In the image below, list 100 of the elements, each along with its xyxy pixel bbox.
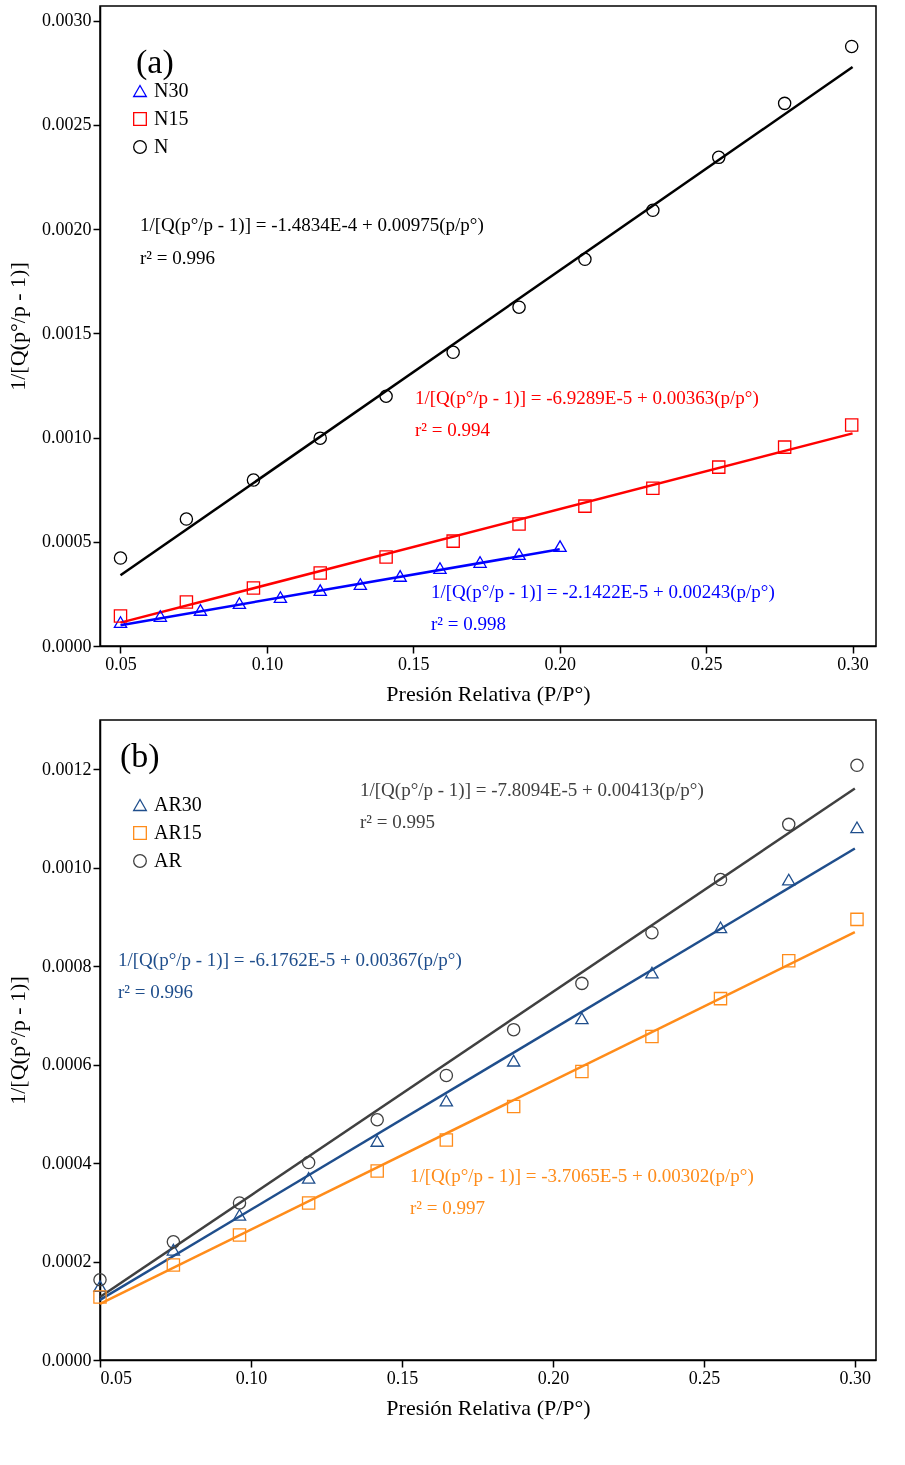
y-tick-label: 0.0010 xyxy=(42,857,92,878)
annotation: r² = 0.997 xyxy=(410,1197,485,1218)
point xyxy=(553,540,567,553)
point xyxy=(781,953,796,968)
y-tick-label: 0.0000 xyxy=(42,635,92,656)
y-axis-title: 1/[Q(p°/p - 1)] xyxy=(5,262,30,391)
point xyxy=(439,1068,454,1083)
point xyxy=(179,512,194,526)
point xyxy=(850,821,864,834)
point xyxy=(844,418,859,432)
y-tick-label: 0.0002 xyxy=(42,1251,92,1272)
point xyxy=(313,431,327,445)
annotation: r² = 0.995 xyxy=(360,811,435,832)
point xyxy=(777,96,792,111)
point xyxy=(473,556,487,568)
point xyxy=(439,1133,454,1147)
point xyxy=(301,1196,316,1210)
point xyxy=(777,440,792,454)
point xyxy=(711,460,726,474)
point xyxy=(153,610,168,622)
point xyxy=(166,1243,181,1256)
point xyxy=(575,1064,589,1079)
point xyxy=(578,252,592,267)
point xyxy=(273,591,288,603)
annotation: r² = 0.996 xyxy=(118,981,193,1002)
y-tick-label: 0.0012 xyxy=(42,758,92,779)
point xyxy=(506,1099,521,1114)
point xyxy=(232,1196,247,1210)
annotation: (a) xyxy=(136,43,174,81)
point xyxy=(313,566,327,580)
point xyxy=(379,389,393,404)
point xyxy=(166,1235,181,1249)
y-tick-label: 0.0006 xyxy=(42,1054,92,1075)
annotation: (b) xyxy=(120,737,160,775)
y-tick-label: 0.0005 xyxy=(42,531,92,552)
point xyxy=(301,1155,316,1170)
point xyxy=(246,581,261,595)
point xyxy=(246,473,261,487)
point xyxy=(713,921,728,934)
point xyxy=(446,345,460,360)
x-tick-label: 0.10 xyxy=(251,653,284,674)
point xyxy=(850,758,864,773)
point xyxy=(393,570,407,582)
point xyxy=(578,499,592,513)
y-tick-label: 0.0020 xyxy=(42,218,92,239)
x-tick-label: 0.20 xyxy=(537,1367,570,1388)
y-tick-label: 0.0000 xyxy=(42,1349,92,1370)
point xyxy=(646,203,660,218)
point xyxy=(370,1134,384,1147)
y-tick-label: 0.0025 xyxy=(42,114,92,135)
x-axis-title: Presión Relativa (P/P°) xyxy=(386,680,591,706)
point xyxy=(232,597,247,610)
point xyxy=(850,912,864,927)
annotation: r² = 0.996 xyxy=(140,247,215,268)
point xyxy=(512,548,526,561)
annotation: 1/[Q(p°/p - 1)] = -1.4834E-4 + 0.00975(p/p°) xyxy=(140,214,484,236)
point xyxy=(439,1094,454,1107)
point xyxy=(113,551,128,565)
point xyxy=(433,562,447,574)
y-axis-title: 1/[Q(p°/p - 1)] xyxy=(5,976,30,1105)
point xyxy=(232,1228,247,1242)
point xyxy=(713,872,728,887)
legend-label: AR15 xyxy=(154,821,202,843)
point xyxy=(353,578,368,591)
y-tick-label: 0.0015 xyxy=(42,322,92,343)
x-tick-label: 0.05 xyxy=(105,653,137,674)
point xyxy=(575,1012,589,1025)
x-tick-label: 0.05 xyxy=(100,1367,132,1388)
point xyxy=(193,603,208,616)
annotation: 1/[Q(p°/p - 1)] = -3.7065E-5 + 0.00302(p/p°) xyxy=(410,1165,754,1187)
point xyxy=(645,966,659,979)
point xyxy=(645,925,659,940)
legend-label: AR xyxy=(154,849,183,871)
point xyxy=(93,1290,107,1304)
point xyxy=(512,517,526,531)
point xyxy=(506,1054,521,1067)
x-tick-label: 0.25 xyxy=(690,653,723,674)
legend-label: AR30 xyxy=(154,793,202,815)
point xyxy=(166,1258,181,1272)
annotation: 1/[Q(p°/p - 1)] = -7.8094E-5 + 0.00413(p/p°) xyxy=(360,779,704,801)
legend-label: N xyxy=(154,135,169,157)
point xyxy=(93,1272,107,1287)
point xyxy=(506,1022,521,1037)
point xyxy=(711,150,726,165)
point xyxy=(781,873,796,886)
point xyxy=(512,300,526,314)
point xyxy=(446,534,460,548)
x-tick-label: 0.15 xyxy=(398,653,430,674)
point xyxy=(713,991,728,1006)
legend-label: N15 xyxy=(154,107,189,129)
point xyxy=(781,817,796,832)
point xyxy=(232,1208,247,1221)
x-tick-label: 0.30 xyxy=(839,1367,872,1388)
annotation: r² = 0.998 xyxy=(431,613,506,634)
y-tick-label: 0.0004 xyxy=(42,1152,92,1173)
y-tick-label: 0.0030 xyxy=(42,10,92,31)
point xyxy=(370,1112,384,1127)
point xyxy=(301,1171,316,1184)
annotation: 1/[Q(p°/p - 1)] = -2.1422E-5 + 0.00243(p/p°) xyxy=(431,581,775,603)
point xyxy=(575,976,589,991)
